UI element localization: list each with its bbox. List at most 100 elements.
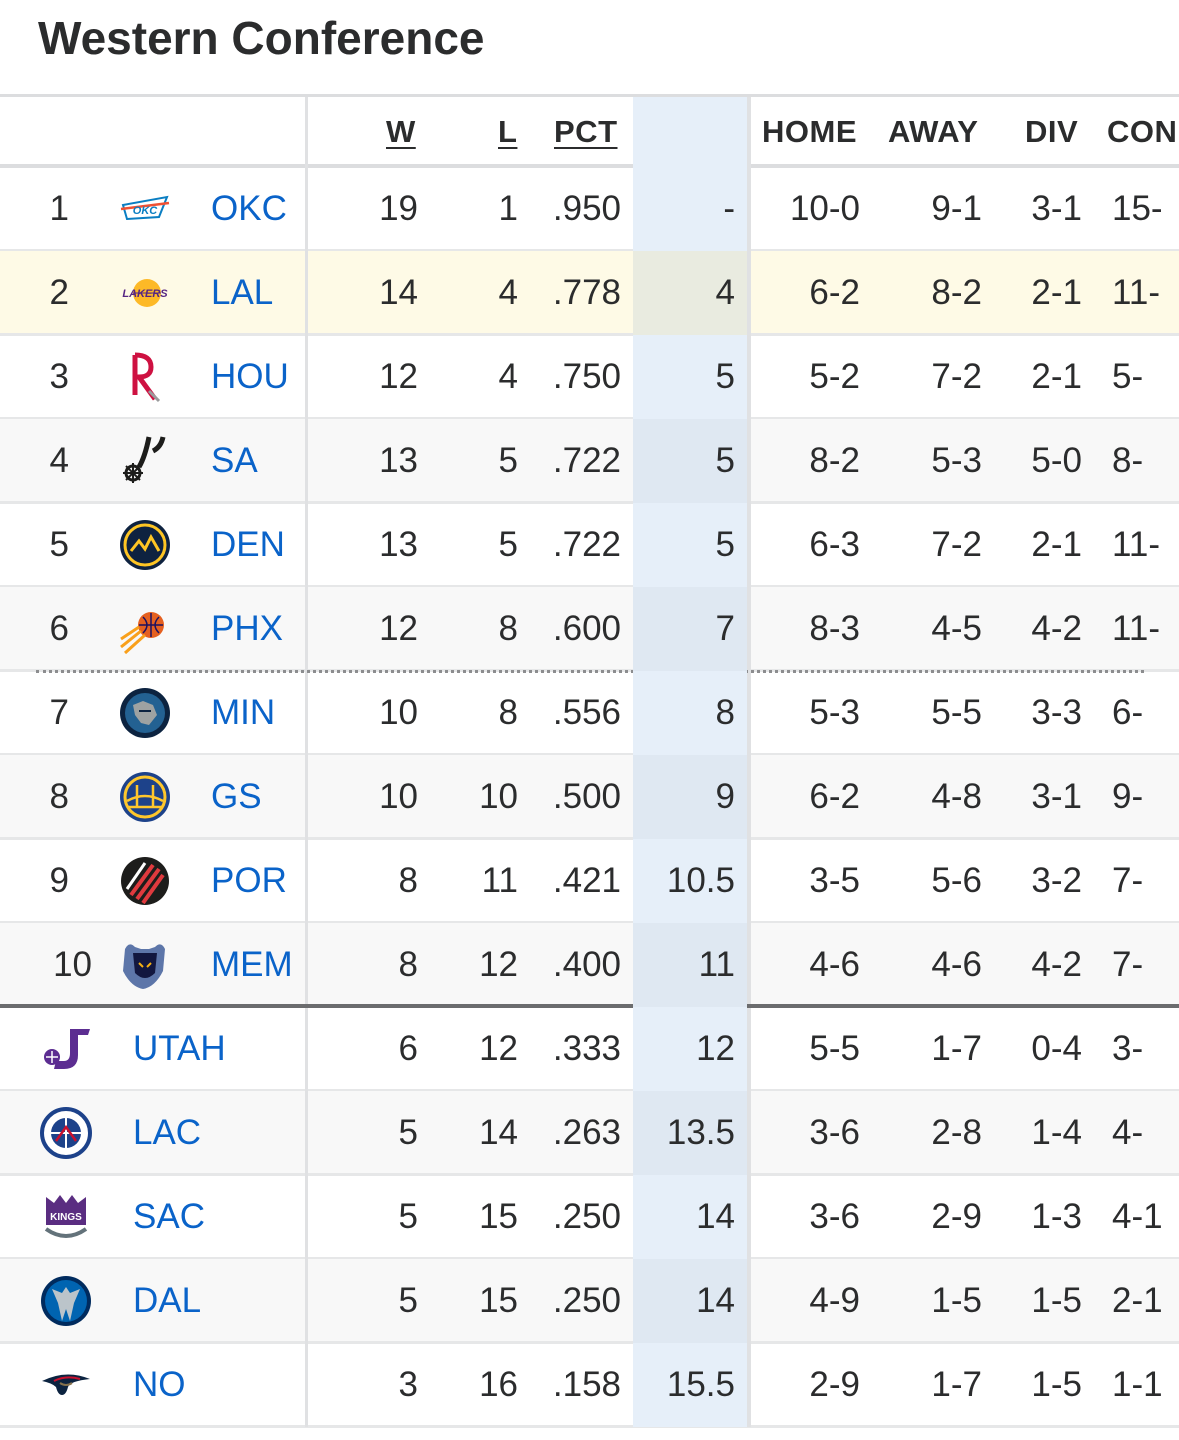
grizzlies-logo-icon[interactable] — [119, 939, 171, 991]
cell-div: 2-1 — [1031, 273, 1082, 312]
kings-logo-icon[interactable]: KINGS — [40, 1191, 92, 1243]
cell-conf: 11- — [1112, 273, 1160, 312]
cell-div: 3-2 — [1031, 861, 1082, 900]
table-row[interactable]: 4 SA 13 5 .722 5 8-2 5-3 5-0 8- — [0, 419, 1179, 503]
cell-div: 3-1 — [1031, 189, 1082, 228]
cell-div: 4-2 — [1031, 609, 1082, 648]
cell-w: 14 — [379, 273, 418, 312]
table-row[interactable]: 10 MEM 8 12 .400 11 4-6 4-6 4-2 7- — [0, 923, 1179, 1007]
team-link[interactable]: LAC — [133, 1113, 202, 1152]
table-row[interactable]: 1 OKC OKC 19 1 .950 - 10-0 9-1 3-1 15- — [0, 167, 1179, 251]
cell-home: 4-6 — [809, 945, 860, 984]
cell-pct: .400 — [552, 945, 621, 984]
cell-away: 1-7 — [931, 1365, 982, 1404]
cell-conf: 5- — [1112, 357, 1144, 396]
team-link[interactable]: LAL — [211, 273, 274, 312]
okc-logo-icon[interactable]: OKC — [119, 183, 171, 235]
cell-pct: .421 — [552, 861, 621, 900]
team-link[interactable]: DEN — [211, 525, 285, 564]
team-link[interactable]: POR — [211, 861, 287, 900]
row-divider — [0, 921, 1179, 924]
table-row[interactable]: 6 PHX 12 8 .600 7 8-3 4-5 4-2 11- — [0, 587, 1179, 671]
warriors-logo-icon[interactable] — [119, 771, 171, 823]
column-header-l[interactable]: L — [498, 114, 518, 149]
column-header-div[interactable]: DIV — [1025, 114, 1079, 149]
table-row[interactable]: 9 POR 8 11 .421 10.5 3-5 5-6 3-2 7- — [0, 839, 1179, 923]
table-row[interactable]: 3 HOU 12 4 .750 5 5-2 7-2 2-1 5- — [0, 335, 1179, 419]
mavericks-logo-icon[interactable] — [40, 1275, 92, 1327]
suns-logo-icon[interactable] — [119, 603, 171, 655]
cell-l: 5 — [498, 525, 518, 564]
column-header-away[interactable]: AWAY — [888, 114, 979, 149]
table-row[interactable]: 8 GS 10 10 .500 9 6-2 4-8 3-1 9- — [0, 755, 1179, 839]
cell-gb: 5 — [715, 357, 735, 396]
column-header-home[interactable]: HOME — [762, 114, 857, 149]
cell-away: 4-8 — [931, 777, 982, 816]
team-link[interactable]: GS — [211, 777, 262, 816]
cell-home: 5-5 — [809, 1029, 860, 1068]
sorted-column-shade — [633, 251, 747, 335]
clippers-logo-icon[interactable] — [40, 1107, 92, 1159]
table-row[interactable]: NO 3 16 .158 15.5 2-9 1-7 1-5 1-1 — [0, 1343, 1179, 1427]
team-link[interactable]: HOU — [211, 357, 289, 396]
cell-w: 19 — [379, 189, 418, 228]
cell-w: 12 — [379, 357, 418, 396]
cell-div: 2-1 — [1031, 525, 1082, 564]
cell-conf: 3- — [1112, 1029, 1144, 1068]
cell-home: 3-5 — [809, 861, 860, 900]
cell-gb: - — [723, 189, 735, 228]
table-row[interactable]: LAC 5 14 .263 13.5 3-6 2-8 1-4 4- — [0, 1091, 1179, 1175]
timberwolves-logo-icon[interactable] — [119, 687, 171, 739]
column-header-w[interactable]: W — [386, 114, 416, 149]
cell-pct: .333 — [552, 1029, 621, 1068]
play-in-cutoff-line — [36, 670, 1144, 673]
column-header-pct[interactable]: PCT — [554, 114, 618, 149]
cell-home: 10-0 — [789, 189, 860, 228]
team-rank: 1 — [49, 189, 69, 228]
lakers-logo-icon[interactable]: LAKERS — [119, 267, 171, 319]
table-row[interactable]: UTAH 6 12 .333 12 5-5 1-7 0-4 3- — [0, 1007, 1179, 1091]
cell-pct: .158 — [552, 1365, 621, 1404]
table-row[interactable]: 2 LAKERS LAL 14 4 .778 4 6-2 8-2 2-1 11- — [0, 251, 1179, 335]
jazz-logo-icon[interactable] — [40, 1023, 92, 1075]
team-link[interactable]: MIN — [211, 693, 276, 732]
team-link[interactable]: SAC — [133, 1197, 205, 1236]
cell-w: 5 — [398, 1113, 418, 1152]
pelicans-logo-icon[interactable] — [40, 1359, 92, 1411]
cell-w: 6 — [398, 1029, 418, 1068]
cell-gb: 14 — [696, 1197, 735, 1236]
cell-conf: 2-1 — [1112, 1281, 1163, 1320]
cell-home: 8-3 — [809, 609, 860, 648]
spurs-logo-icon[interactable] — [119, 435, 171, 487]
team-link[interactable]: SA — [211, 441, 258, 480]
team-link[interactable]: NO — [133, 1365, 186, 1404]
blazers-logo-icon[interactable] — [119, 855, 171, 907]
column-header-conf[interactable]: CON — [1107, 114, 1178, 149]
table-row[interactable]: KINGS SAC 5 15 .250 14 3-6 2-9 1-3 4-1 — [0, 1175, 1179, 1259]
column-divider — [305, 97, 308, 1427]
cell-gb: 10.5 — [666, 861, 735, 900]
team-link[interactable]: OKC — [211, 189, 287, 228]
team-link[interactable]: MEM — [211, 945, 293, 984]
nuggets-logo-icon[interactable] — [119, 519, 171, 571]
sorted-column-shade — [633, 419, 747, 503]
row-divider — [0, 837, 1179, 840]
table-row[interactable]: 7 MIN 10 8 .556 8 5-3 5-5 3-3 6- — [0, 671, 1179, 755]
cell-away: 4-6 — [931, 945, 982, 984]
cell-home: 5-2 — [809, 357, 860, 396]
team-link[interactable]: UTAH — [133, 1029, 226, 1068]
cell-home: 3-6 — [809, 1113, 860, 1152]
table-row[interactable]: DAL 5 15 .250 14 4-9 1-5 1-5 2-1 — [0, 1259, 1179, 1343]
cell-div: 3-3 — [1031, 693, 1082, 732]
team-link[interactable]: PHX — [211, 609, 283, 648]
cell-pct: .600 — [552, 609, 621, 648]
row-divider — [0, 249, 1179, 252]
cell-w: 13 — [379, 441, 418, 480]
table-row[interactable]: 5 DEN 13 5 .722 5 6-3 7-2 2-1 11- — [0, 503, 1179, 587]
cell-pct: .722 — [552, 525, 621, 564]
rockets-logo-icon[interactable] — [119, 351, 171, 403]
team-link[interactable]: DAL — [133, 1281, 202, 1320]
sorted-column-shade — [633, 1259, 747, 1343]
cell-l: 15 — [479, 1281, 518, 1320]
cell-away: 7-2 — [931, 525, 982, 564]
